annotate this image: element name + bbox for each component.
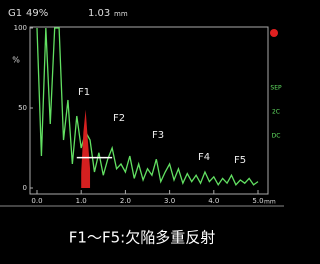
status-dot <box>270 29 278 37</box>
annotation: F1 <box>78 87 90 98</box>
x-unit: mm <box>264 199 276 206</box>
x-tick-label: 0.0 <box>31 197 42 205</box>
y-label: % <box>12 56 20 65</box>
gate-name: G1 <box>8 8 22 19</box>
annotation: F4 <box>198 152 210 163</box>
side-label: SEP <box>270 85 282 92</box>
x-tick-label: 5.0 <box>252 197 263 205</box>
x-tick-label: 1.0 <box>76 197 87 205</box>
caption: F1～F5:欠陥多重反射 <box>69 229 215 247</box>
reading-unit: mm <box>114 10 128 18</box>
screen: G1 49% 1.03 mm % mm F1～F5:欠陥多重反射 0 50 100 0… <box>0 0 284 264</box>
x-tick-label: 4.0 <box>208 197 219 205</box>
x-tick-label: 3.0 <box>164 197 175 205</box>
y-tick-label: 100 <box>14 24 27 32</box>
gain: 49% <box>26 8 48 19</box>
reading: 1.03 <box>88 8 110 19</box>
annotation: F3 <box>152 130 164 141</box>
side-label: DC <box>272 133 281 140</box>
y-tick-label: 0 <box>23 184 27 192</box>
annotation: F5 <box>234 155 246 166</box>
y-tick-label: 50 <box>18 104 27 112</box>
annotation: F2 <box>113 113 125 124</box>
x-tick-label: 2.0 <box>120 197 131 205</box>
side-label: 2C <box>272 109 280 116</box>
